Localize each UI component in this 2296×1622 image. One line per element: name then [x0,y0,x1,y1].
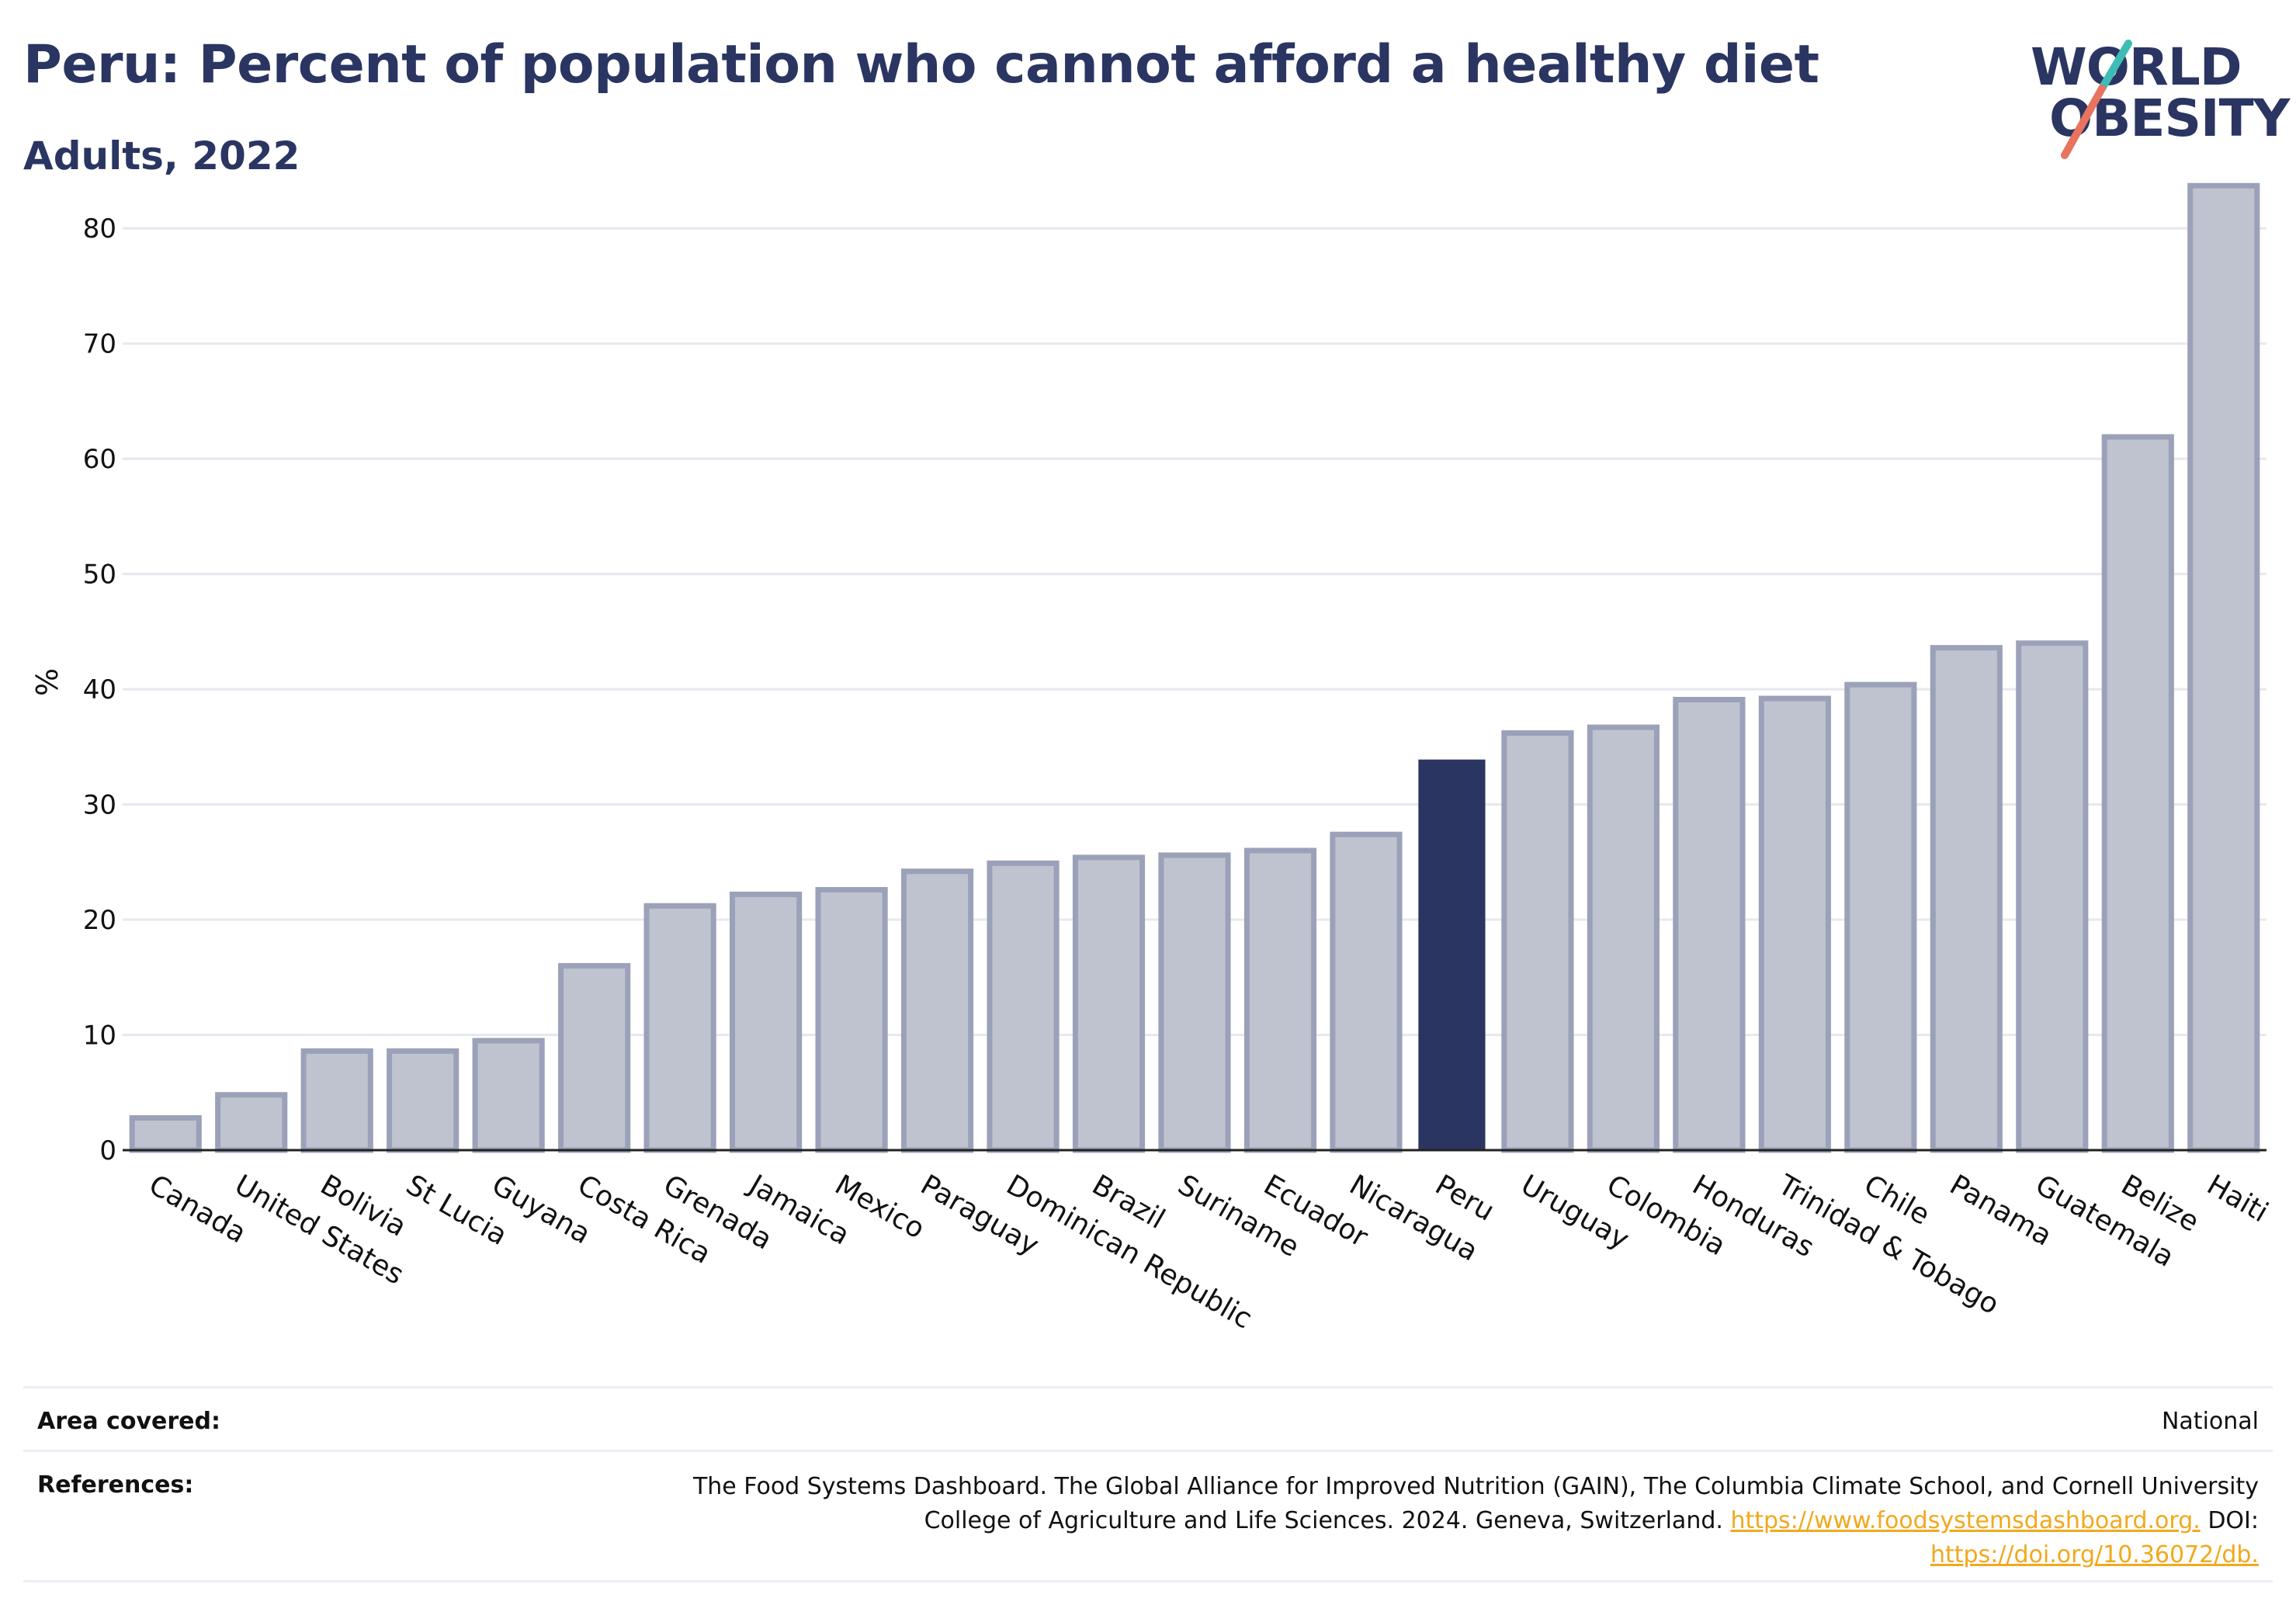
references-line-2-text: College of Agriculture and Life Sciences… [924,1507,1723,1534]
references-label: References: [37,1471,194,1499]
references-line-1: The Food Systems Dashboard. The Global A… [692,1473,2259,1500]
bar-panama[interactable] [1930,645,2003,1153]
bar-chile[interactable] [1844,681,1917,1153]
bar-canada[interactable] [129,1114,202,1153]
y-tick-label: 40 [83,674,116,705]
bar-paraguay[interactable] [900,868,974,1153]
bar-honduras[interactable] [1673,696,1746,1153]
bar-mexico[interactable] [815,886,888,1153]
bar-colombia[interactable] [1587,724,1660,1153]
footer-divider-middle [23,1450,2273,1452]
bar-bolivia[interactable] [300,1048,373,1153]
bar-jamaica[interactable] [730,891,803,1153]
world-obesity-logo: WORLD OBESITY [2026,37,2290,171]
bar-guyana[interactable] [472,1038,545,1153]
area-covered-value: National [2161,1408,2259,1435]
footer-divider-top [23,1386,2273,1388]
bar-suriname[interactable] [1158,852,1231,1153]
y-tick-label: 80 [83,213,116,244]
bar-uruguay[interactable] [1501,730,1574,1153]
bar-brazil[interactable] [1072,854,1146,1153]
bar-belize[interactable] [2101,434,2174,1153]
bar-guatemala[interactable] [2016,640,2089,1153]
doi-label: DOI: [2208,1507,2259,1534]
chart-subtitle: Adults, 2022 [23,133,300,178]
bar-peru[interactable] [1418,759,1486,1150]
bar-dominican-republic[interactable] [987,860,1060,1153]
logo-line-world: WORLD [2031,37,2242,97]
y-tick-label: 10 [83,1021,116,1052]
area-covered-label: Area covered: [37,1408,220,1435]
bar-haiti[interactable] [2187,182,2260,1153]
bar-ecuador[interactable] [1243,847,1317,1153]
y-tick-label: 70 [83,329,116,360]
y-tick-label: 20 [83,905,116,936]
bar-united-states[interactable] [215,1092,288,1153]
x-tick-label: Haiti [2201,1169,2273,1229]
y-axis-label: % [30,668,64,696]
bar-trinidad-tobago[interactable] [1758,695,1831,1153]
logo-slash-icon [2061,40,2132,159]
bar-nicaragua[interactable] [1330,831,1403,1153]
bar-costa-rica[interactable] [558,962,631,1153]
references-text: The Food Systems Dashboard. The Global A… [551,1470,2259,1572]
bars [129,182,2260,1153]
bar-st-lucia[interactable] [387,1048,460,1153]
x-tick-label: Canada [144,1169,251,1249]
y-tick-label: 30 [83,790,116,821]
doi-link[interactable]: https://doi.org/10.36072/db. [1930,1541,2259,1568]
bar-grenada[interactable] [643,903,716,1153]
y-tick-label: 0 [99,1135,116,1166]
foodsystems-dashboard-link[interactable]: https://www.foodsystemsdashboard.org. [1730,1507,2201,1534]
y-tick-label: 50 [83,560,116,591]
y-tick-label: 60 [83,444,116,475]
footer-divider-bottom [23,1580,2273,1582]
references-line-2: College of Agriculture and Life Sciences… [551,1504,2259,1538]
chart-title: Peru: Percent of population who cannot a… [23,34,1819,95]
